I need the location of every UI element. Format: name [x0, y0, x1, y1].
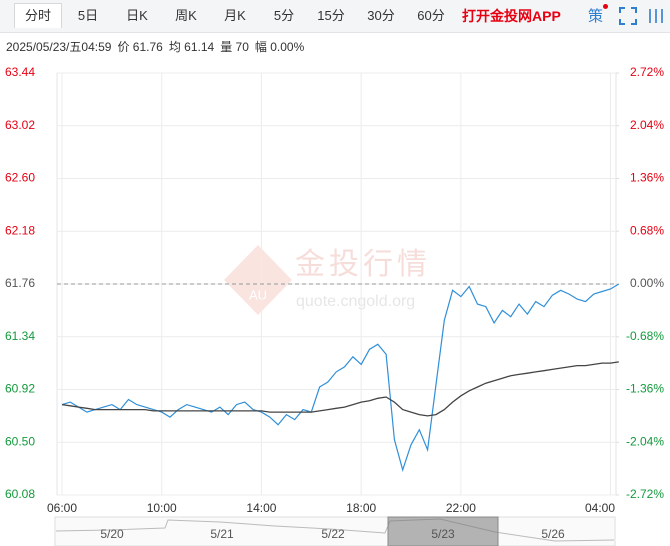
toolbar — [0, 0, 670, 33]
x-tick-label: 04:00 — [585, 501, 615, 515]
y2-tick-label: -2.04% — [626, 434, 664, 448]
navigator — [54, 516, 616, 546]
navigator-label: 5/21 — [210, 527, 234, 541]
fullscreen-button[interactable] — [619, 7, 637, 25]
y-tick-label: 63.02 — [5, 118, 35, 132]
tab[interactable]: 30分 — [367, 8, 395, 23]
y-tick-label: 60.08 — [5, 487, 35, 501]
tab[interactable]: 分时 — [14, 3, 62, 28]
info-item: 均 61.14 — [168, 40, 215, 54]
y-tick-label: 62.18 — [5, 223, 35, 237]
watermark-url: quote.cngold.org — [296, 293, 415, 310]
x-tick-label: 06:00 — [47, 501, 77, 515]
navigator-label: 5/23 — [431, 527, 455, 541]
navigator-label: 5/20 — [100, 527, 124, 541]
series-line — [61, 361, 619, 417]
series-line — [61, 283, 620, 472]
navigator-label: 5/22 — [321, 527, 345, 541]
strategy-button[interactable]: 策 — [588, 8, 604, 25]
y2-tick-label: 0.00% — [630, 276, 664, 290]
watermark: AU 金投行情 quote.cngold.org — [224, 245, 431, 315]
menu-button[interactable] — [648, 7, 664, 25]
x-tick-label: 18:00 — [346, 501, 376, 515]
tab[interactable]: 周K — [175, 8, 197, 23]
info-item: 幅 0.00% — [254, 40, 305, 54]
notice-dot — [603, 4, 608, 9]
y2-tick-label: -1.36% — [626, 382, 664, 396]
watermark-logo: AU — [249, 287, 267, 302]
y2-tick-label: 1.36% — [630, 171, 664, 185]
y2-tick-label: 2.04% — [630, 118, 664, 132]
watermark-brand: 金投行情 — [295, 248, 431, 281]
quote-info: 2025/05/23/五04:59 价 61.76 均 61.14 量 70 幅 0.0… — [6, 38, 310, 55]
y-tick-label: 62.60 — [5, 171, 35, 185]
tab[interactable]: 15分 — [317, 8, 345, 23]
y2-tick-label: -2.72% — [626, 487, 664, 501]
x-tick-label: 10:00 — [147, 501, 177, 515]
y-tick-label: 60.92 — [5, 382, 35, 396]
y-tick-label: 60.50 — [5, 434, 35, 448]
y-tick-label: 61.76 — [5, 276, 35, 290]
x-tick-label: 22:00 — [446, 501, 476, 515]
tab[interactable]: 5分 — [273, 8, 295, 23]
tab[interactable]: 60分 — [417, 8, 445, 23]
y2-tick-label: 2.72% — [630, 65, 664, 79]
y-tick-label: 63.44 — [5, 65, 35, 79]
y2-tick-label: 0.68% — [630, 223, 664, 237]
y2-tick-label: -0.68% — [626, 329, 664, 343]
y-tick-label: 61.34 — [5, 329, 35, 343]
navigator-label: 5/26 — [541, 527, 565, 541]
navigator-window — [387, 516, 499, 546]
info-item: 价 61.76 — [117, 40, 163, 54]
info-item: 量 70 — [220, 40, 249, 54]
x-tick-label: 14:00 — [246, 501, 276, 515]
tab[interactable]: 月K — [224, 8, 246, 23]
tab[interactable]: 日K — [126, 8, 148, 23]
app-promo[interactable]: 打开金投网APP — [462, 8, 561, 24]
tab[interactable]: 5日 — [77, 8, 99, 23]
info-item: 2025/05/23/五04:59 — [6, 40, 112, 54]
